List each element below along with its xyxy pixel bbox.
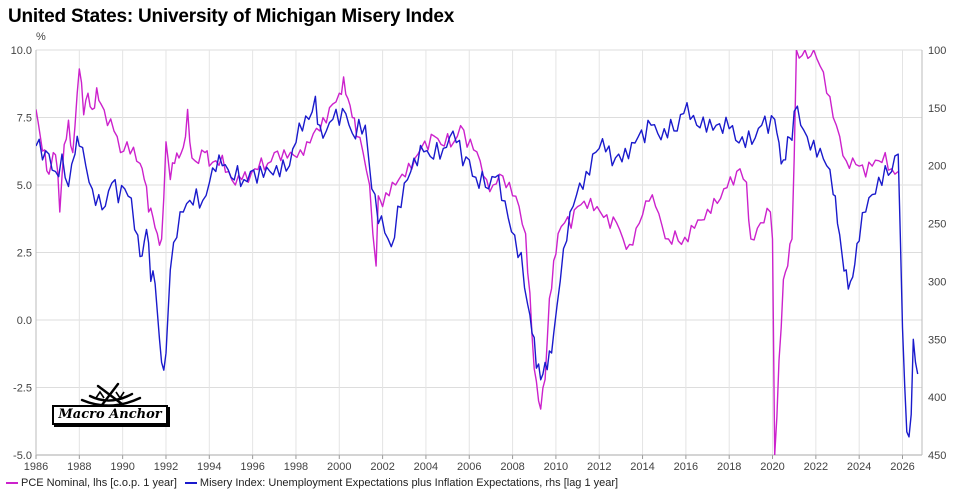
x-axis: 1986 1988 1990 1992 1994 1996 1998 2000 2002 2004… bbox=[24, 454, 922, 473]
grid-lines bbox=[35, 49, 922, 456]
x-tick-label: 1994 bbox=[197, 461, 221, 473]
macro-anchor-logo-text: Macro Anchor bbox=[52, 405, 168, 425]
y-left-tick-label: 5.0 bbox=[17, 180, 32, 192]
y-axis-left-unit-label: % bbox=[36, 31, 46, 43]
y-right-tick-label: 150 bbox=[928, 103, 946, 115]
misery-index-chart: 1986 1988 1990 1992 1994 1996 1998 2000 2002 2004… bbox=[11, 31, 947, 473]
x-tick-label: 1990 bbox=[110, 461, 134, 473]
y-axis-left: 10.0 7.5 5.0 2.5 0.0 -2.5 -5.0 bbox=[11, 45, 37, 462]
y-right-tick-label: 450 bbox=[928, 450, 946, 462]
x-tick-label: 2000 bbox=[327, 461, 351, 473]
legend-swatch-pce bbox=[6, 482, 18, 484]
y-left-tick-label: 10.0 bbox=[11, 45, 32, 57]
y-left-tick-label: 0.0 bbox=[17, 315, 32, 327]
y-axis-right: 100 150 200 250 300 350 400 450 bbox=[921, 45, 946, 462]
y-right-tick-label: 300 bbox=[928, 276, 946, 288]
y-right-tick-label: 250 bbox=[928, 219, 946, 231]
x-tick-label: 2006 bbox=[457, 461, 481, 473]
y-right-tick-label: 350 bbox=[928, 334, 946, 346]
chart-title: United States: University of Michigan Mi… bbox=[8, 6, 455, 27]
x-tick-label: 2004 bbox=[414, 461, 438, 473]
series-line-pce-nominal bbox=[36, 50, 899, 455]
x-tick-label: 2014 bbox=[630, 461, 654, 473]
legend-swatch-misery bbox=[184, 482, 197, 484]
anchor-icon bbox=[80, 382, 142, 407]
x-tick-label: 2008 bbox=[500, 461, 524, 473]
x-tick-label: 2016 bbox=[674, 461, 698, 473]
y-right-tick-label: 100 bbox=[928, 45, 946, 57]
x-tick-label: 1986 bbox=[24, 461, 48, 473]
y-left-tick-label: -5.0 bbox=[13, 450, 32, 462]
x-tick-label: 2010 bbox=[544, 461, 568, 473]
x-tick-label: 2022 bbox=[804, 461, 828, 473]
legend-item-pce[interactable]: PCE Nominal, lhs [c.o.p. 1 year] bbox=[6, 477, 177, 489]
x-tick-label: 1992 bbox=[154, 461, 178, 473]
x-tick-label: 2018 bbox=[717, 461, 741, 473]
y-left-tick-label: 7.5 bbox=[17, 113, 32, 125]
x-tick-label: 2024 bbox=[847, 461, 871, 473]
x-tick-label: 2012 bbox=[587, 461, 611, 473]
y-left-tick-label: -2.5 bbox=[13, 383, 32, 395]
x-tick-label: 1998 bbox=[284, 461, 308, 473]
x-tick-label: 2002 bbox=[370, 461, 394, 473]
legend-label-misery: Misery Index: Unemployment Expectations … bbox=[199, 477, 619, 489]
x-tick-label: 1988 bbox=[67, 461, 91, 473]
y-right-tick-label: 200 bbox=[928, 161, 946, 173]
x-tick-label: 2026 bbox=[890, 461, 914, 473]
x-tick-label: 1996 bbox=[240, 461, 264, 473]
y-right-tick-label: 400 bbox=[928, 392, 946, 404]
series-lines bbox=[36, 50, 919, 455]
series-line-misery-index bbox=[36, 95, 919, 438]
legend: PCE Nominal, lhs [c.o.p. 1 year] Misery … bbox=[6, 477, 618, 489]
x-tick-label: 2020 bbox=[760, 461, 784, 473]
macro-anchor-logo: Macro Anchor bbox=[52, 378, 170, 448]
legend-item-misery[interactable]: Misery Index: Unemployment Expectations … bbox=[184, 477, 619, 489]
y-left-tick-label: 2.5 bbox=[17, 248, 32, 260]
legend-label-pce: PCE Nominal, lhs [c.o.p. 1 year] bbox=[21, 477, 177, 489]
